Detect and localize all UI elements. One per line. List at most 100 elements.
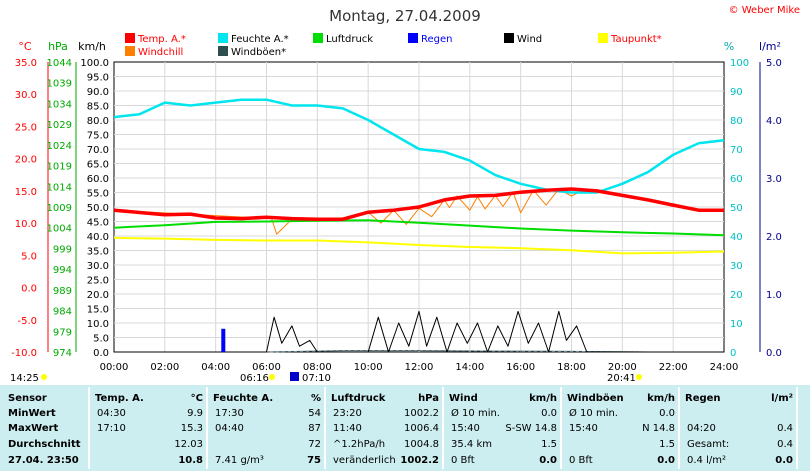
wind-tick-label: 65.0	[87, 160, 109, 171]
wind-axis-title: km/h	[78, 40, 106, 53]
pressure-axis-title: hPa	[48, 40, 68, 53]
table-header: Temp. A.	[95, 393, 144, 404]
x-tick-label: 04:00	[201, 362, 230, 373]
pressure-tick-label: 979	[53, 327, 72, 338]
table-header-unit: %	[310, 393, 321, 404]
table-cell-note: 17:30	[215, 408, 244, 419]
temp-a-line	[113, 187, 724, 221]
humidity-tick-label: 30	[730, 261, 743, 272]
legend-swatch	[125, 46, 135, 56]
legend-swatch	[408, 33, 418, 43]
wind-tick-label: 35.0	[87, 247, 109, 258]
weather-chart: Montag, 27.04.2009 © Weber Mike Temp. A.…	[10, 5, 800, 384]
x-tick-label: 20:00	[608, 362, 637, 373]
wind-tick-label: 40.0	[87, 232, 109, 243]
wind-tick-label: 90.0	[87, 87, 109, 98]
x-tick-label: 00:00	[100, 362, 129, 373]
table-cell-note: 17:10	[97, 423, 126, 434]
x-tick-label: 18:00	[557, 362, 586, 373]
column-separator	[206, 387, 208, 469]
row-label: MinWert	[8, 408, 56, 419]
wind-tick-label: 60.0	[87, 174, 109, 185]
legend-label: Temp. A.*	[137, 34, 186, 45]
table-header: Wind	[449, 393, 478, 404]
rain-tick-label: 2.0	[766, 232, 782, 243]
rain-tick-label: 5.0	[766, 58, 782, 69]
table-cell-note: Gesamt:	[687, 439, 730, 450]
table-cell-value: 15.3	[180, 423, 203, 434]
table-header-unit: °C	[190, 393, 203, 404]
temp-axis-title: °C	[18, 40, 32, 53]
series-lines	[113, 98, 725, 353]
row-label: Durchschnitt	[8, 439, 81, 450]
column-separator	[324, 387, 326, 469]
temp-tick-label: 10.0	[15, 219, 37, 230]
wind-tick-label: 20.0	[87, 290, 109, 301]
pressure-tick-label: 1039	[47, 79, 72, 90]
table-cell-note: veränderlich	[333, 455, 396, 466]
taupunkt-line	[113, 236, 725, 255]
table-cell-note: 04:20	[687, 423, 716, 434]
credit-text: © Weber Mike	[729, 5, 800, 16]
table-cell-value: 1.5	[659, 439, 675, 450]
temp-tick-label: 30.0	[15, 90, 37, 101]
wind-tick-label: 25.0	[87, 276, 109, 287]
sunrise-icon	[269, 374, 275, 380]
humidity-tick-label: 70	[730, 145, 743, 156]
humidity-tick-label: 10	[730, 319, 743, 330]
legend-swatch	[313, 33, 323, 43]
pressure-tick-label: 1019	[47, 162, 72, 173]
axis-titles: °C hPa km/h % l/m²	[18, 40, 781, 53]
legend: Temp. A.* Feuchte A.* Luftdruck Regen Wind Ta…	[125, 33, 662, 58]
table-cell-value: 0.0	[659, 408, 675, 419]
table-cell-value: N 14.8	[642, 423, 675, 434]
table-header: Windböen	[567, 393, 624, 404]
statistics-table: Sensor Temp. A. °C Feuchte A.% Luftdruck hPa W…	[0, 385, 810, 471]
wind-tick-label: 15.0	[87, 305, 109, 316]
table-cell-note: 0.4 l/m²	[687, 455, 726, 466]
x-tick-label: 22:00	[659, 362, 688, 373]
table-header-unit: hPa	[418, 393, 439, 404]
legend-label: Regen	[421, 34, 453, 45]
table-header: Regen	[685, 393, 721, 404]
x-tick-label: 02:00	[150, 362, 179, 373]
pressure-tick-label: 1029	[47, 120, 72, 131]
pressure-tick-label: 984	[53, 307, 72, 318]
table-cell-value: 1004.8	[404, 439, 439, 450]
sunrise-time: 06:16	[240, 373, 269, 384]
table-header-unit: km/h	[529, 393, 557, 404]
wind-line	[114, 310, 724, 353]
table-cell-value: 0.4	[777, 423, 793, 434]
feuchte-a-line	[113, 98, 725, 194]
humidity-tick-label: 20	[730, 290, 743, 301]
column-separator	[796, 387, 798, 469]
temp-tick-label: 5.0	[21, 251, 37, 262]
wind-tick-label: 80.0	[87, 116, 109, 127]
axis-ticks: 35.0 30.0 25.0 20.0 15.0 10.0 5.0 0.0 -5.0 -10.0 1…	[11, 58, 782, 373]
humidity-tick-label: 0	[730, 348, 736, 359]
table-cell-value: 12.03	[174, 439, 203, 450]
wind-tick-label: 100.0	[80, 58, 109, 69]
table-cell-value: S-SW 14.8	[505, 423, 557, 434]
moonrise-icon	[41, 374, 47, 380]
rain-tick-label: 1.0	[766, 290, 782, 301]
column-separator	[678, 387, 680, 469]
x-tick-label: 16:00	[506, 362, 535, 373]
legend-swatch	[218, 46, 228, 56]
table-cell-value: 10.8	[178, 455, 203, 466]
table-header-unit: l/m²	[771, 393, 793, 404]
wind-tick-label: 85.0	[87, 102, 109, 113]
table-cell-note: Ø 10 min.	[451, 408, 500, 419]
pressure-tick-label: 994	[53, 265, 72, 276]
pressure-tick-label: 1034	[47, 99, 72, 110]
table-cell-value: 72	[308, 439, 321, 450]
wind-tick-label: 10.0	[87, 319, 109, 330]
legend-label: Wind	[517, 34, 542, 45]
table-cell-value: 1006.4	[404, 423, 439, 434]
moonset-icon	[290, 372, 299, 381]
humidity-tick-label: 60	[730, 174, 743, 185]
table-cell-value: 75	[307, 455, 321, 466]
x-tick-label: 12:00	[405, 362, 434, 373]
chart-title: Montag, 27.04.2009	[329, 7, 481, 25]
table-cell-note: 04:40	[215, 423, 244, 434]
